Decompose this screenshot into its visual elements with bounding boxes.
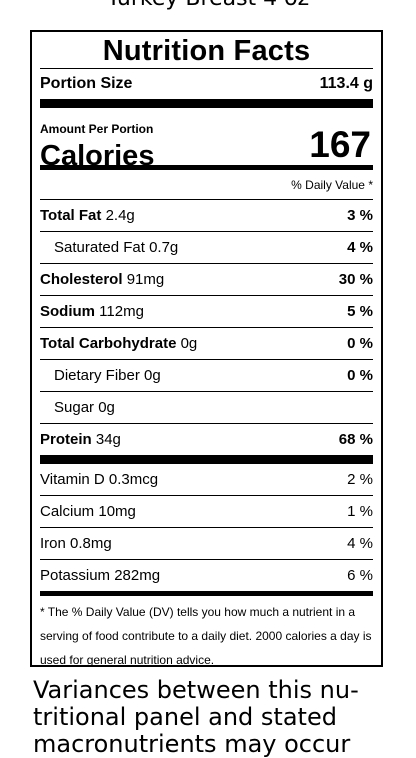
panel-title: Nutrition Facts [102, 35, 311, 67]
vitamin-name: Vitamin D [40, 471, 105, 488]
nutrient-row-protein: Protein 34g 68 % [40, 424, 373, 455]
daily-value-header: % Daily Value * [40, 170, 373, 199]
nutrient-row-saturated-fat: Saturated Fat 0.7g 4 % [40, 232, 373, 263]
vitamin-dv: 1 % [347, 503, 373, 520]
nutrient-dv: 0 % [347, 367, 373, 384]
divider [40, 495, 373, 496]
divider [40, 295, 373, 296]
divider [40, 391, 373, 392]
portion-label: Portion Size [40, 75, 133, 92]
portion-value: 113.4 g [319, 75, 373, 92]
vitamin-name: Iron [40, 535, 66, 552]
nutrient-amount: 34g [95, 431, 121, 448]
nutrient-name: Sugar [54, 399, 95, 416]
nutrient-amount: 0.7g [149, 239, 179, 256]
nutrient-row-total-carbohydrate: Total Carbohydrate 0g 0 % [40, 328, 373, 359]
vitamin-amount: 0.8mg [70, 535, 112, 552]
divider [40, 199, 373, 200]
divider-thick [40, 99, 373, 108]
nutrient-amount: 0g [144, 367, 161, 384]
vitamin-row-potassium: Potassium 282mg 6 % [40, 560, 373, 591]
nutrition-facts-panel: Nutrition Facts Portion Size 113.4 g Amo… [30, 30, 383, 667]
daily-value-footnote: * The % Daily Value (DV) tells you how m… [40, 605, 372, 667]
divider [40, 263, 373, 264]
vitamin-name: Calcium [40, 503, 95, 520]
nutrient-dv: 4 % [347, 239, 373, 256]
amount-per-label: Amount Per Portion [40, 122, 154, 136]
nutrient-name: Protein [40, 431, 92, 448]
nutrient-name: Sodium [40, 303, 95, 320]
nutrient-name: Saturated Fat [54, 239, 145, 256]
vitamin-row-calcium: Calcium 10mg 1 % [40, 496, 373, 527]
vitamin-amount: 282mg [114, 567, 161, 584]
divider-thick [40, 455, 373, 464]
nutrient-dv: 0 % [347, 335, 373, 352]
daily-value-header-text: % Daily Value * [291, 177, 373, 192]
nutrient-amount: 0g [98, 399, 115, 416]
divider [40, 527, 373, 528]
nutrient-row-cholesterol: Cholesterol 91mg 30 % [40, 264, 373, 295]
nutrient-row-sugar: Sugar 0g [40, 392, 373, 423]
panel-content: Nutrition Facts Portion Size 113.4 g Amo… [40, 32, 373, 672]
nutrient-dv: 3 % [347, 207, 373, 224]
divider [40, 559, 373, 560]
divider [40, 68, 373, 69]
nutrient-amount: 0g [180, 335, 198, 352]
divider-medium [40, 591, 373, 596]
nutrient-row-dietary-fiber: Dietary Fiber 0g 0 % [40, 360, 373, 391]
nutrient-amount: 2.4g [105, 207, 135, 224]
calories-block: Amount Per Portion Calories 167 [40, 108, 373, 172]
nutrient-amount: 112mg [99, 303, 144, 320]
vitamin-row-iron: Iron 0.8mg 4 % [40, 528, 373, 559]
nutrient-name: Cholesterol [40, 271, 123, 288]
vitamin-dv: 2 % [347, 471, 373, 488]
nutrient-row-sodium: Sodium 112mg 5 % [40, 296, 373, 327]
vitamin-row-vitamin-d: Vitamin D 0.3mcg 2 % [40, 464, 373, 495]
nutrient-dv: 68 % [338, 431, 373, 448]
divider [40, 359, 373, 360]
nutrient-dv: 30 % [338, 271, 373, 288]
nutrient-name: Total Carbohydrate [40, 335, 177, 352]
vitamin-amount: 0.3mcg [108, 471, 159, 488]
vitamin-name: Potassium [40, 567, 111, 584]
divider [40, 327, 373, 328]
nutrient-name: Dietary Fiber [54, 367, 140, 384]
divider [40, 231, 373, 232]
vitamin-dv: 4 % [347, 535, 373, 552]
nutrient-amount: 91mg [126, 271, 165, 288]
divider [40, 423, 373, 424]
vitamin-amount: 10mg [98, 503, 136, 520]
calories-value: 167 [309, 124, 371, 165]
divider-medium [40, 165, 373, 170]
nutrient-row-total-fat: Total Fat 2.4g 3 % [40, 200, 373, 231]
caption-bottom: Variances between this nu-tritional pane… [33, 676, 359, 758]
calories-label: Calories [40, 140, 155, 172]
nutrient-dv: 5 % [347, 303, 373, 320]
vitamin-dv: 6 % [347, 567, 373, 584]
caption-top: Turkey Breast 4 oz [0, 0, 416, 11]
nutrient-name: Total Fat [40, 207, 102, 224]
portion-row: Portion Size 113.4 g [40, 69, 373, 99]
